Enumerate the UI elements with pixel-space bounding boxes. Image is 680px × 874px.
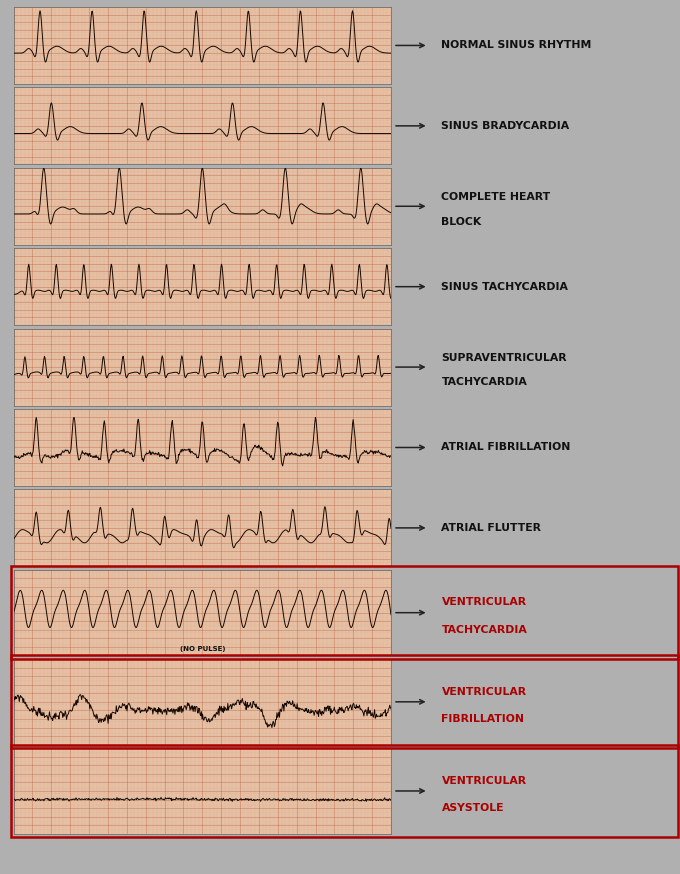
Text: (NO PULSE): (NO PULSE) bbox=[180, 646, 225, 652]
Text: TACHYCARDIA: TACHYCARDIA bbox=[441, 625, 527, 635]
Text: ATRIAL FIBRILLATION: ATRIAL FIBRILLATION bbox=[441, 442, 571, 453]
Text: ASYSTOLE: ASYSTOLE bbox=[441, 803, 504, 813]
Text: VENTRICULAR: VENTRICULAR bbox=[441, 776, 526, 786]
Text: FIBRILLATION: FIBRILLATION bbox=[441, 714, 524, 724]
Text: ATRIAL FLUTTER: ATRIAL FLUTTER bbox=[441, 523, 541, 533]
Text: SUPRAVENTRICULAR: SUPRAVENTRICULAR bbox=[441, 353, 567, 363]
Text: BLOCK: BLOCK bbox=[441, 217, 481, 226]
Text: SINUS TACHYCARDIA: SINUS TACHYCARDIA bbox=[441, 281, 568, 292]
Text: VENTRICULAR: VENTRICULAR bbox=[441, 598, 526, 607]
Text: TACHYCARDIA: TACHYCARDIA bbox=[441, 378, 527, 387]
Text: VENTRICULAR: VENTRICULAR bbox=[441, 687, 526, 697]
Text: NORMAL SINUS RHYTHM: NORMAL SINUS RHYTHM bbox=[441, 40, 592, 51]
Text: COMPLETE HEART: COMPLETE HEART bbox=[441, 192, 551, 202]
Text: SINUS BRADYCARDIA: SINUS BRADYCARDIA bbox=[441, 121, 570, 131]
